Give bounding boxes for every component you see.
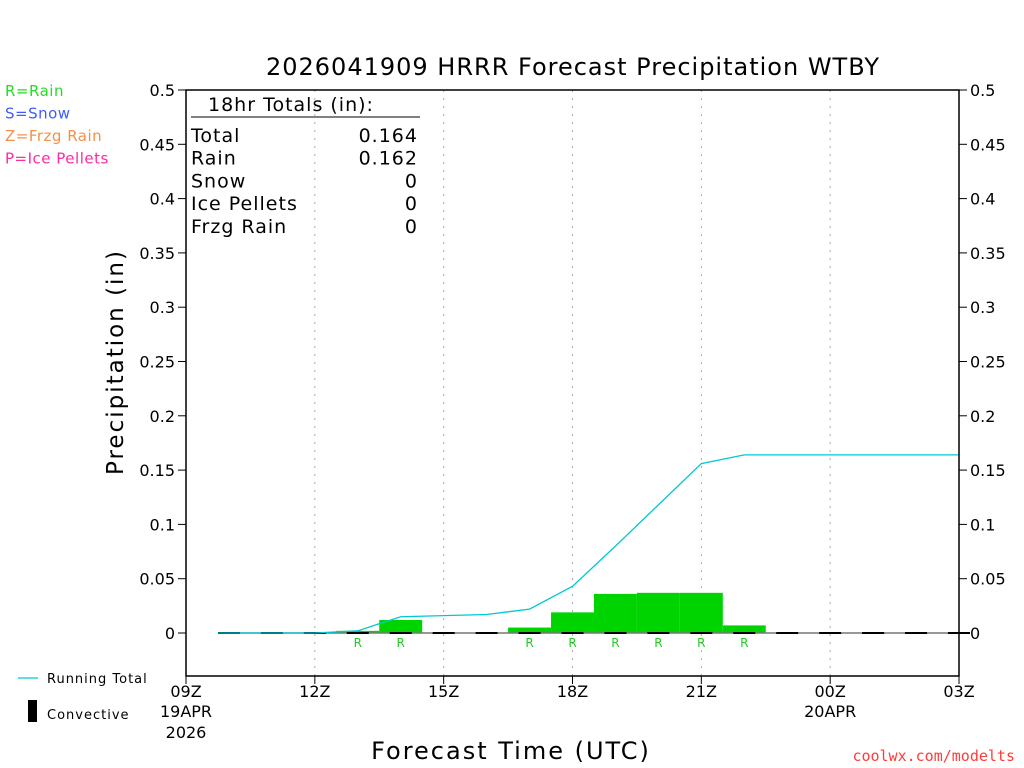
totals-row-label: Frzg Rain <box>191 216 287 238</box>
y-tick-label-left: 0.5 <box>150 81 175 100</box>
precip-type-label: R <box>525 636 533 650</box>
totals-box: 18hr Totals (in): Total 0.164 Rain 0.162 Sno… <box>190 94 420 238</box>
x-tick-label: 03Z <box>943 682 974 701</box>
y-tick-label-right: 0.15 <box>970 461 1006 480</box>
totals-row-label: Rain <box>191 148 237 170</box>
y-tick-label-right: 0.4 <box>970 190 995 209</box>
y-tick-label-left: 0.4 <box>150 190 175 209</box>
x-tick-date: 19APR <box>160 702 212 721</box>
y-tick-label-left: 0.2 <box>150 407 175 426</box>
type-legend-item: R=Rain <box>5 82 64 100</box>
bottom-legend: Running Total Convective <box>18 672 148 723</box>
y-tick-label-left: 0.25 <box>139 353 175 372</box>
y-tick-label-left: 0.35 <box>139 244 175 263</box>
running-total-legend-label: Running Total <box>47 672 148 687</box>
running-total-polyline <box>217 454 959 634</box>
type-legend-item: Z=Frzg Rain <box>5 127 102 145</box>
y-tick-label-right: 0.05 <box>970 570 1006 589</box>
totals-row-value: 0.164 <box>359 125 418 147</box>
precip-bar <box>636 592 680 633</box>
totals-row-label: Ice Pellets <box>191 193 298 215</box>
x-tick-label: 18Z <box>557 682 588 701</box>
watermark: coolwx.com/modelts <box>852 747 1015 765</box>
precip-bar <box>722 625 766 633</box>
y-tick-label-left: 0.3 <box>150 298 175 317</box>
precip-bar <box>379 619 423 633</box>
precip-type-legend: R=Rain S=Snow Z=Frzg Rain P=Ice Pellets <box>5 82 109 168</box>
y-tick-label-right: 0.35 <box>970 244 1006 263</box>
precip-type-label: R <box>397 636 405 650</box>
precip-bar <box>679 592 723 633</box>
x-tick-label: 15Z <box>428 682 459 701</box>
y-tick-label-left: 0.1 <box>150 515 175 534</box>
y-tick-label-left: 0 <box>165 624 175 643</box>
convective-legend-label: Convective <box>47 708 130 723</box>
precip-bar <box>336 630 380 633</box>
y-axis-ticks: 0.5 0.5 0.45 0.45 0.4 0.4 0.35 0.35 0.3 0.3 0.25 0.… <box>139 81 1005 643</box>
precip-bar <box>508 627 552 633</box>
totals-row-label: Total <box>190 125 240 147</box>
y-tick-label-right: 0.3 <box>970 298 995 317</box>
y-tick-label-right: 0 <box>970 624 980 643</box>
y-tick-label-right: 0.2 <box>970 407 995 426</box>
precip-type-label: R <box>354 636 362 650</box>
x-tick-label: 12Z <box>299 682 330 701</box>
totals-row-value: 0 <box>405 193 418 215</box>
totals-row-value: 0.162 <box>359 148 418 170</box>
y-tick-label-left: 0.45 <box>139 135 175 154</box>
y-tick-label-left: 0.15 <box>139 461 175 480</box>
totals-heading: 18hr Totals (in): <box>208 94 374 116</box>
x-tick-label: 21Z <box>686 682 717 701</box>
x-tick-label: 09Z <box>170 682 201 701</box>
y-tick-label-right: 0.1 <box>970 515 995 534</box>
grid-lines <box>314 90 831 676</box>
precip-bar <box>593 593 637 633</box>
running-total-line <box>217 454 959 634</box>
x-tick-date: 20APR <box>804 702 856 721</box>
y-tick-label-right: 0.5 <box>970 81 995 100</box>
precip-type-label: R <box>611 636 619 650</box>
precip-type-label: R <box>654 636 662 650</box>
precip-bar <box>551 612 594 633</box>
x-axis-label: Forecast Time (UTC) <box>371 737 651 765</box>
x-tick-label: 00Z <box>815 682 846 701</box>
totals-row-value: 0 <box>405 170 418 192</box>
chart-title: 2026041909 HRRR Forecast Precipitation W… <box>266 53 880 81</box>
y-axis-label: Precipitation (in) <box>103 249 129 475</box>
y-tick-label-right: 0.45 <box>970 135 1006 154</box>
totals-row-label: Snow <box>191 170 246 192</box>
type-legend-item: S=Snow <box>5 105 71 123</box>
plot-frame <box>185 89 960 677</box>
y-tick-label-left: 0.05 <box>139 570 175 589</box>
convective-legend-swatch <box>28 700 37 722</box>
precip-type-label: R <box>697 636 705 650</box>
precip-type-label: R <box>740 636 748 650</box>
x-tick-year: 2026 <box>166 723 207 742</box>
precip-type-label: R <box>568 636 576 650</box>
totals-row-value: 0 <box>405 216 418 238</box>
type-legend-item: P=Ice Pellets <box>5 150 109 168</box>
y-tick-label-right: 0.25 <box>970 353 1006 372</box>
